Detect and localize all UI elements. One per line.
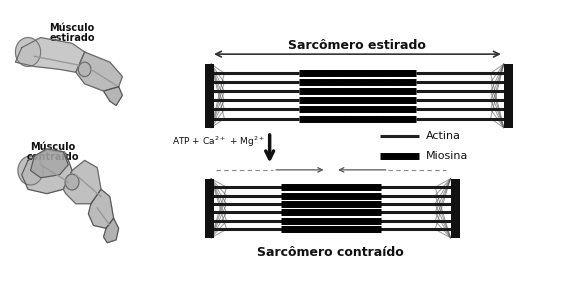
- Polygon shape: [15, 38, 85, 72]
- Bar: [451, 179, 460, 238]
- Text: Músculo: Músculo: [30, 142, 76, 152]
- Text: Sarcômero contraído: Sarcômero contraído: [257, 246, 404, 259]
- Text: Sarcômero estirado: Sarcômero estirado: [288, 39, 426, 52]
- Bar: [205, 64, 214, 127]
- Circle shape: [15, 38, 41, 66]
- Circle shape: [18, 156, 43, 185]
- Text: Miosina: Miosina: [426, 151, 468, 161]
- Text: Actina: Actina: [426, 131, 461, 141]
- Text: contraído: contraído: [27, 152, 80, 162]
- Bar: [504, 64, 513, 127]
- Polygon shape: [30, 149, 68, 178]
- Circle shape: [65, 174, 79, 190]
- Polygon shape: [89, 189, 114, 228]
- Text: Músculo: Músculo: [49, 23, 95, 33]
- Text: ATP + Ca$^{2+}$ + Mg$^{2+}$: ATP + Ca$^{2+}$ + Mg$^{2+}$: [172, 134, 265, 149]
- Polygon shape: [63, 160, 101, 204]
- Polygon shape: [22, 150, 72, 194]
- Polygon shape: [76, 52, 122, 91]
- Bar: [205, 179, 214, 238]
- Polygon shape: [104, 87, 122, 105]
- Circle shape: [78, 62, 91, 77]
- Text: estirado: estirado: [49, 33, 95, 43]
- Polygon shape: [104, 218, 118, 243]
